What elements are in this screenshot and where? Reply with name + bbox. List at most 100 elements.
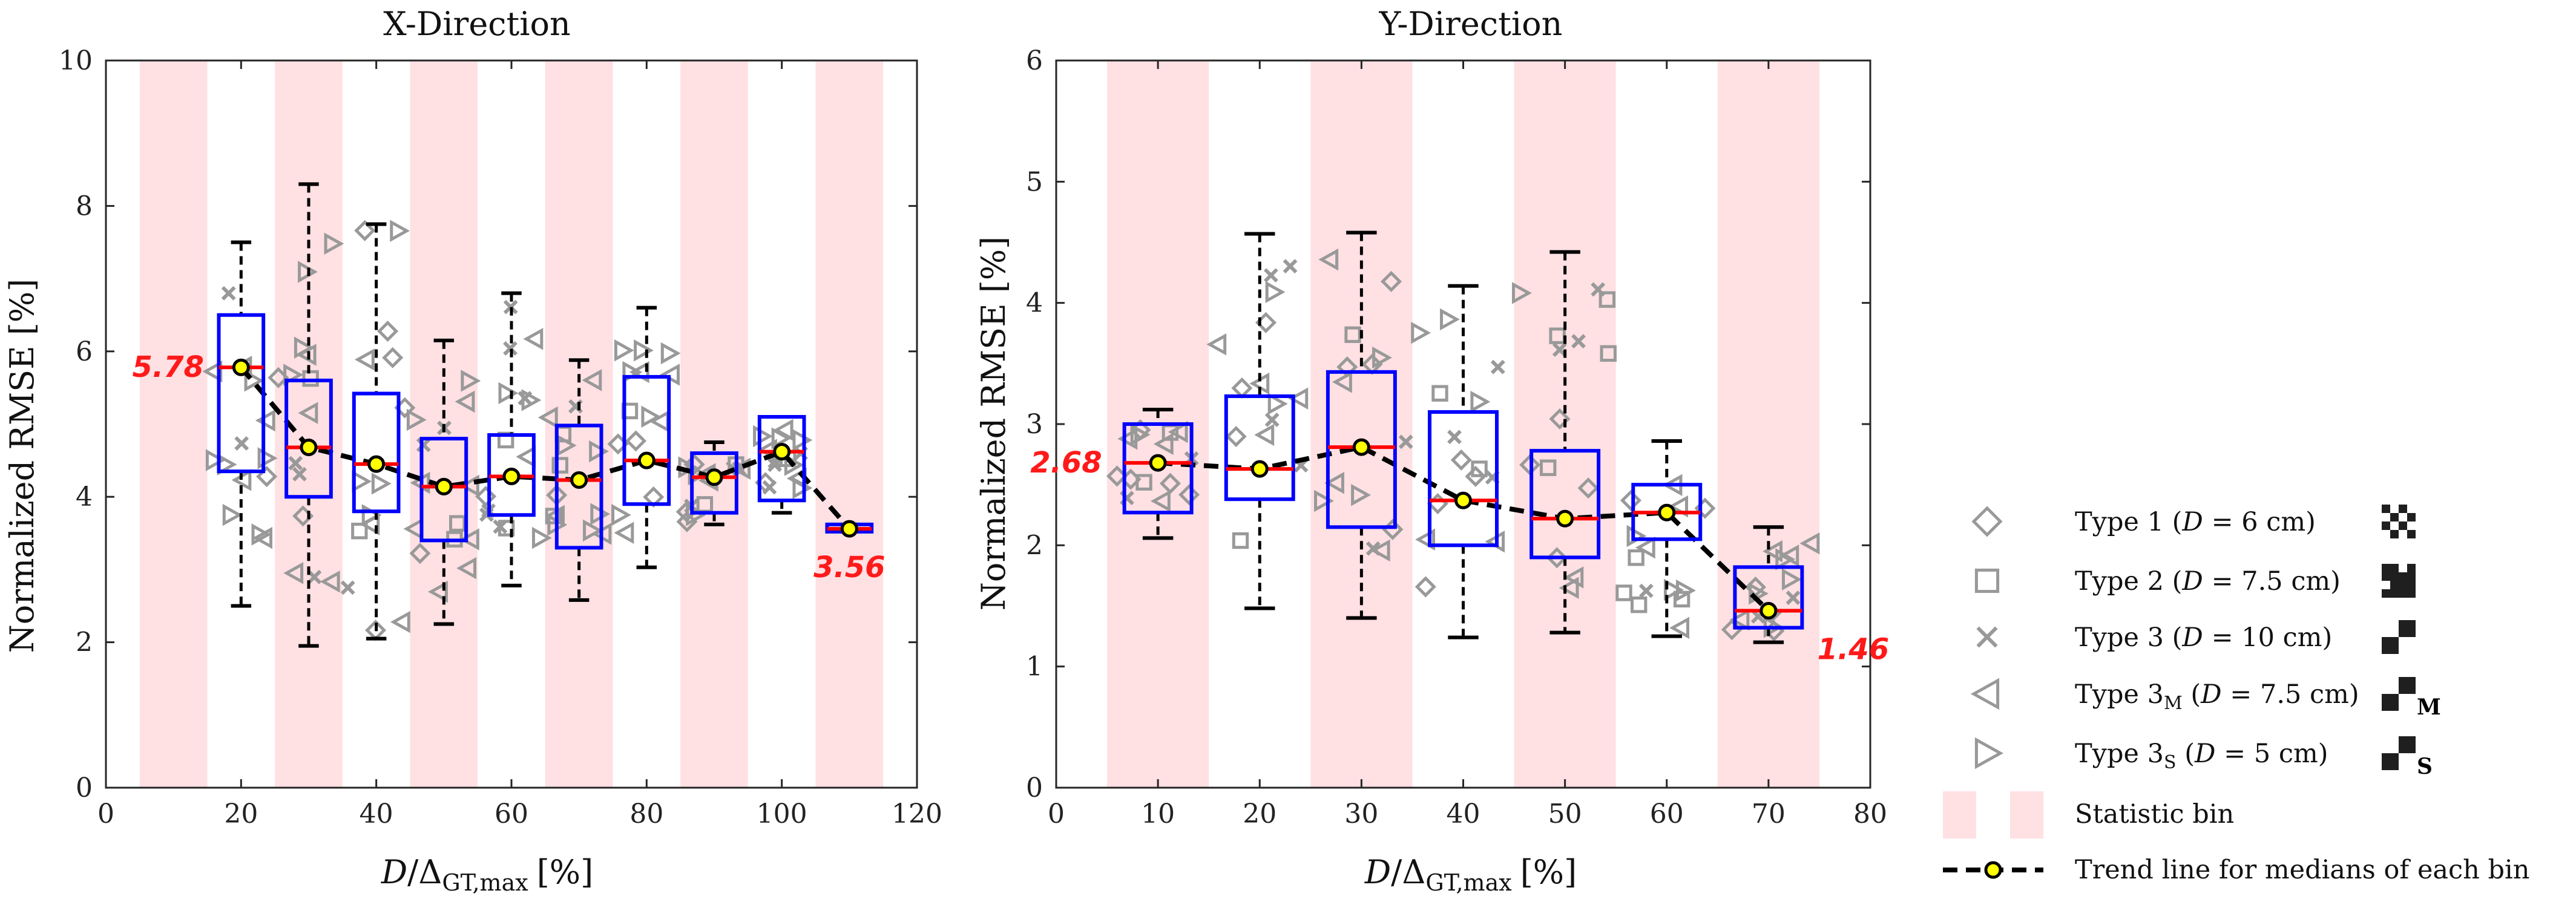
square-marker bbox=[1673, 590, 1690, 608]
x-tick-label: 60 bbox=[1650, 799, 1684, 829]
x-tick-label: 0 bbox=[1048, 799, 1065, 829]
x-axis-label: D/ΔGT,max [%] bbox=[1364, 853, 1577, 896]
cross-marker bbox=[307, 569, 322, 584]
diamond-marker bbox=[1465, 465, 1487, 487]
trend-median-point bbox=[1250, 460, 1269, 478]
median-value-label: 2.68 bbox=[1030, 446, 1102, 480]
triangle-left-marker bbox=[390, 610, 410, 633]
tile-cell bbox=[2399, 589, 2407, 598]
tile-cell bbox=[2390, 530, 2399, 538]
cross-marker bbox=[1976, 626, 1998, 648]
triangle-left-marker bbox=[582, 369, 602, 391]
tile-cell bbox=[2390, 694, 2399, 702]
diamond-marker bbox=[1129, 419, 1151, 441]
diamond-marker bbox=[1231, 377, 1253, 399]
cross-marker bbox=[221, 286, 236, 301]
triangle-left-marker bbox=[298, 402, 318, 424]
x-tick-label: 10 bbox=[1141, 799, 1175, 829]
triangle-right-marker bbox=[244, 369, 264, 392]
diamond-marker bbox=[1577, 477, 1599, 499]
tile-cell bbox=[2399, 620, 2407, 629]
y-tick-label: 0 bbox=[1026, 773, 1043, 803]
x-axis-label-sub: GT,max bbox=[1425, 869, 1511, 896]
diamond-marker bbox=[256, 466, 278, 488]
triangle-right-marker bbox=[1470, 390, 1491, 413]
x-tick-label: 100 bbox=[757, 799, 807, 829]
cross-marker bbox=[1398, 434, 1413, 450]
triangle-right-marker bbox=[1267, 393, 1288, 415]
cross-marker bbox=[1283, 259, 1298, 274]
triangle-right-marker bbox=[406, 408, 427, 431]
tile-cell bbox=[2399, 521, 2407, 530]
diamond-marker bbox=[409, 543, 431, 564]
y-tick-label: 2 bbox=[1026, 530, 1043, 561]
tile-cell bbox=[2382, 694, 2390, 702]
square-marker bbox=[1630, 596, 1648, 613]
cross-marker bbox=[1571, 334, 1586, 348]
tile-cell bbox=[2390, 762, 2399, 770]
square-marker bbox=[1431, 385, 1448, 402]
triangle-left-marker bbox=[1332, 371, 1352, 393]
box-iqr bbox=[352, 391, 401, 514]
triangle-right-marker bbox=[324, 232, 344, 255]
median-trend-line bbox=[239, 365, 852, 531]
triangle-right-marker bbox=[1663, 578, 1684, 601]
tile-cell bbox=[2399, 581, 2407, 589]
trend-median-point bbox=[435, 477, 453, 495]
triangle-left-marker bbox=[1415, 528, 1435, 551]
triangle-right-marker bbox=[771, 427, 792, 450]
tile-cell bbox=[2399, 685, 2407, 694]
annotations: 2.68 1.46 bbox=[1030, 446, 1889, 666]
square-marker bbox=[1974, 568, 2000, 593]
x-axis-label-delta: /Δ bbox=[1391, 853, 1425, 891]
tile-pattern-icon bbox=[2382, 620, 2416, 654]
x-axis-label-delta: /Δ bbox=[407, 853, 442, 891]
tile-cell bbox=[2407, 572, 2416, 581]
trend-median-point bbox=[705, 468, 723, 486]
cross-marker bbox=[1447, 430, 1462, 445]
trend-median-point bbox=[232, 358, 250, 376]
box-iqr bbox=[1326, 370, 1397, 529]
tile-cell bbox=[2399, 505, 2407, 513]
y-tick-label: 6 bbox=[1026, 45, 1043, 76]
triangle-left-marker bbox=[1324, 472, 1344, 494]
tile-cell bbox=[2390, 646, 2399, 654]
chart-title: Y-Direction bbox=[1379, 5, 1563, 43]
x-tick-label: 60 bbox=[494, 799, 528, 829]
tile-cell bbox=[2382, 521, 2390, 530]
square-marker bbox=[1344, 326, 1361, 343]
x-tick-label: 70 bbox=[1752, 799, 1786, 829]
triangle-right-marker bbox=[1265, 281, 1286, 304]
x-tick-label: 40 bbox=[1447, 799, 1480, 829]
triangle-left-marker bbox=[1635, 536, 1655, 559]
triangle-left-marker bbox=[354, 348, 375, 371]
triangle-right-marker bbox=[611, 503, 631, 526]
triangle-left-marker bbox=[1153, 433, 1174, 456]
square-marker bbox=[1600, 345, 1617, 362]
statistic-bin bbox=[139, 60, 208, 788]
diamond-marker bbox=[382, 347, 404, 368]
tile-cell bbox=[2382, 702, 2390, 711]
tile-cell bbox=[2407, 589, 2416, 598]
tile-cell bbox=[2382, 762, 2390, 770]
trend-median-point bbox=[502, 468, 521, 486]
tile-cell bbox=[2407, 685, 2416, 694]
tile-cell bbox=[2390, 589, 2399, 598]
triangle-left-marker bbox=[537, 406, 558, 429]
cross-marker bbox=[767, 457, 782, 472]
triangle-right-marker bbox=[1974, 737, 2004, 770]
x-tick-label: 20 bbox=[1243, 799, 1276, 829]
square-marker bbox=[1628, 549, 1644, 566]
legend-type-label: Type 3M (D = 7.5 cm) bbox=[2075, 679, 2359, 714]
triangle-right-marker bbox=[753, 425, 773, 448]
triangle-left-marker bbox=[1370, 539, 1390, 562]
tile-cell bbox=[2382, 646, 2390, 654]
y-tick-label: 5 bbox=[1026, 166, 1043, 197]
cross-marker bbox=[292, 466, 307, 482]
box-plots bbox=[1122, 230, 1804, 644]
cross-marker bbox=[1263, 268, 1278, 283]
cross-marker bbox=[1490, 359, 1505, 374]
diamond-marker bbox=[1971, 506, 2003, 537]
triangle-left-marker bbox=[456, 557, 477, 580]
triangle-left-marker bbox=[1206, 333, 1227, 356]
